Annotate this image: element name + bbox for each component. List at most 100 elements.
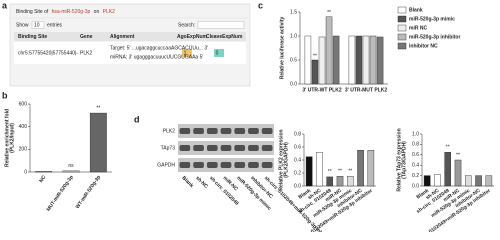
band bbox=[206, 145, 218, 151]
x-tick-label: MUT-miR-520g-3p bbox=[46, 174, 75, 212]
bar bbox=[336, 176, 344, 187]
y-axis-label: Relative enrichment fold bbox=[4, 109, 10, 167]
bar bbox=[89, 112, 107, 173]
panel-label: a bbox=[2, 0, 8, 10]
table-row bbox=[14, 42, 246, 64]
y-tick-label: 1.0 bbox=[290, 33, 297, 39]
y-axis-label: (PLK2/GAPDH) bbox=[283, 142, 289, 178]
bar bbox=[357, 150, 364, 187]
title-mirna: hsa-miR-520g-3p bbox=[52, 9, 91, 15]
badge bbox=[182, 49, 192, 57]
bar bbox=[325, 16, 333, 85]
band bbox=[179, 128, 191, 134]
significance: ** bbox=[348, 169, 352, 175]
band bbox=[234, 128, 246, 134]
y-tick-label: 0.0 bbox=[412, 183, 419, 189]
search-input[interactable] bbox=[197, 21, 245, 29]
panel-label: c bbox=[258, 0, 263, 10]
legend-swatch bbox=[397, 24, 407, 32]
significance: ns bbox=[68, 163, 74, 169]
title-gene: PLK2 bbox=[103, 9, 115, 15]
panel-label: b bbox=[2, 90, 8, 100]
lane-label: Blank bbox=[181, 175, 195, 189]
y-tick-label: 1.5 bbox=[290, 9, 297, 15]
bar bbox=[355, 35, 363, 85]
band bbox=[193, 128, 204, 134]
column-header: AgoExpNum bbox=[177, 34, 208, 40]
y-axis-label: (PLK2/Input) bbox=[9, 123, 15, 153]
y-tick-label: 400 bbox=[19, 124, 28, 130]
band bbox=[248, 128, 259, 134]
bar bbox=[369, 35, 377, 85]
y-tick-label: 0.6 bbox=[412, 152, 419, 158]
y-axis-label: Relative luciferase activity bbox=[279, 17, 285, 80]
table-cell: 0 bbox=[216, 50, 219, 56]
significance: ** bbox=[96, 105, 100, 111]
bar bbox=[305, 156, 313, 187]
badge bbox=[214, 49, 224, 57]
legend-swatch bbox=[397, 33, 407, 41]
x-tick-label: 3' UTR-MUT PLK2 bbox=[345, 87, 388, 93]
search-label: Search: bbox=[178, 22, 195, 28]
x-tick-label: NC bbox=[38, 174, 47, 184]
band bbox=[234, 162, 246, 168]
alignment-line: miRNA: 3' ugagggacuuucUUCGUGAAa 5' bbox=[110, 54, 203, 60]
y-tick-label: 0.4 bbox=[412, 163, 419, 169]
band-label: GAPDH bbox=[157, 162, 175, 168]
band bbox=[248, 145, 259, 151]
bar bbox=[316, 151, 323, 187]
bar bbox=[326, 176, 333, 187]
entries-label: entries bbox=[47, 22, 63, 28]
alignment-line: Target: 5' ...ugacaggcuccaaAGCACUUu... 3… bbox=[110, 45, 208, 51]
band bbox=[179, 162, 191, 168]
bar bbox=[367, 150, 375, 187]
bar bbox=[423, 175, 431, 187]
legend-swatch bbox=[397, 15, 407, 23]
legend-label: miR NC bbox=[409, 25, 427, 31]
y-tick-label: 1.0 bbox=[412, 131, 419, 137]
band bbox=[261, 128, 273, 134]
bar bbox=[475, 175, 482, 187]
figure: a b c d Binding Site of hsa-miR-520g-3p … bbox=[2, 0, 494, 232]
table-title: Binding Site of hsa-miR-520g-3p on PLK2 bbox=[16, 9, 115, 15]
band bbox=[179, 145, 191, 151]
y-tick-label: 0 bbox=[24, 169, 27, 175]
y-axis-label: Relative TAp73 expression bbox=[396, 128, 402, 191]
show-label: Show bbox=[16, 22, 29, 28]
legend-swatch bbox=[397, 6, 407, 14]
column-header: Alignment bbox=[110, 34, 135, 40]
title-part: on bbox=[94, 9, 100, 15]
bar bbox=[485, 175, 493, 187]
significance: ** bbox=[446, 145, 450, 151]
legend-label: Blank bbox=[409, 7, 423, 13]
y-tick-label: 0.0 bbox=[290, 81, 297, 87]
table-cell: 1 bbox=[184, 50, 187, 56]
y-tick-label: 0.0 bbox=[294, 183, 301, 189]
bar bbox=[318, 36, 326, 85]
bar bbox=[362, 35, 370, 85]
band-label: TAp73 bbox=[161, 145, 176, 151]
significance: ** bbox=[328, 169, 332, 175]
bar bbox=[454, 159, 462, 187]
column-header: Binding Site bbox=[18, 34, 47, 40]
band bbox=[220, 145, 232, 151]
y-tick-label: 0.4 bbox=[294, 157, 301, 163]
band bbox=[234, 145, 246, 151]
bar bbox=[35, 171, 53, 173]
bar bbox=[348, 35, 356, 85]
column-header: CleaveExpNum bbox=[206, 34, 243, 40]
legend-label: miR-520g-3p inhibitor bbox=[409, 34, 460, 40]
entries-select[interactable]: 10 bbox=[34, 22, 40, 28]
y-tick-label: 0.2 bbox=[294, 170, 301, 176]
significance: ** bbox=[327, 10, 331, 16]
significance: ** bbox=[338, 169, 342, 175]
band bbox=[193, 145, 204, 151]
lane-label: sh-NC bbox=[194, 175, 209, 190]
band bbox=[206, 162, 218, 168]
bar bbox=[347, 176, 354, 187]
legend-label: miR-520g-3p mimic bbox=[409, 16, 455, 22]
title-part: Binding Site of bbox=[16, 9, 49, 15]
bar bbox=[376, 36, 384, 85]
band-label: PLK2 bbox=[163, 128, 175, 134]
table-cell: PLK2 bbox=[80, 50, 92, 56]
